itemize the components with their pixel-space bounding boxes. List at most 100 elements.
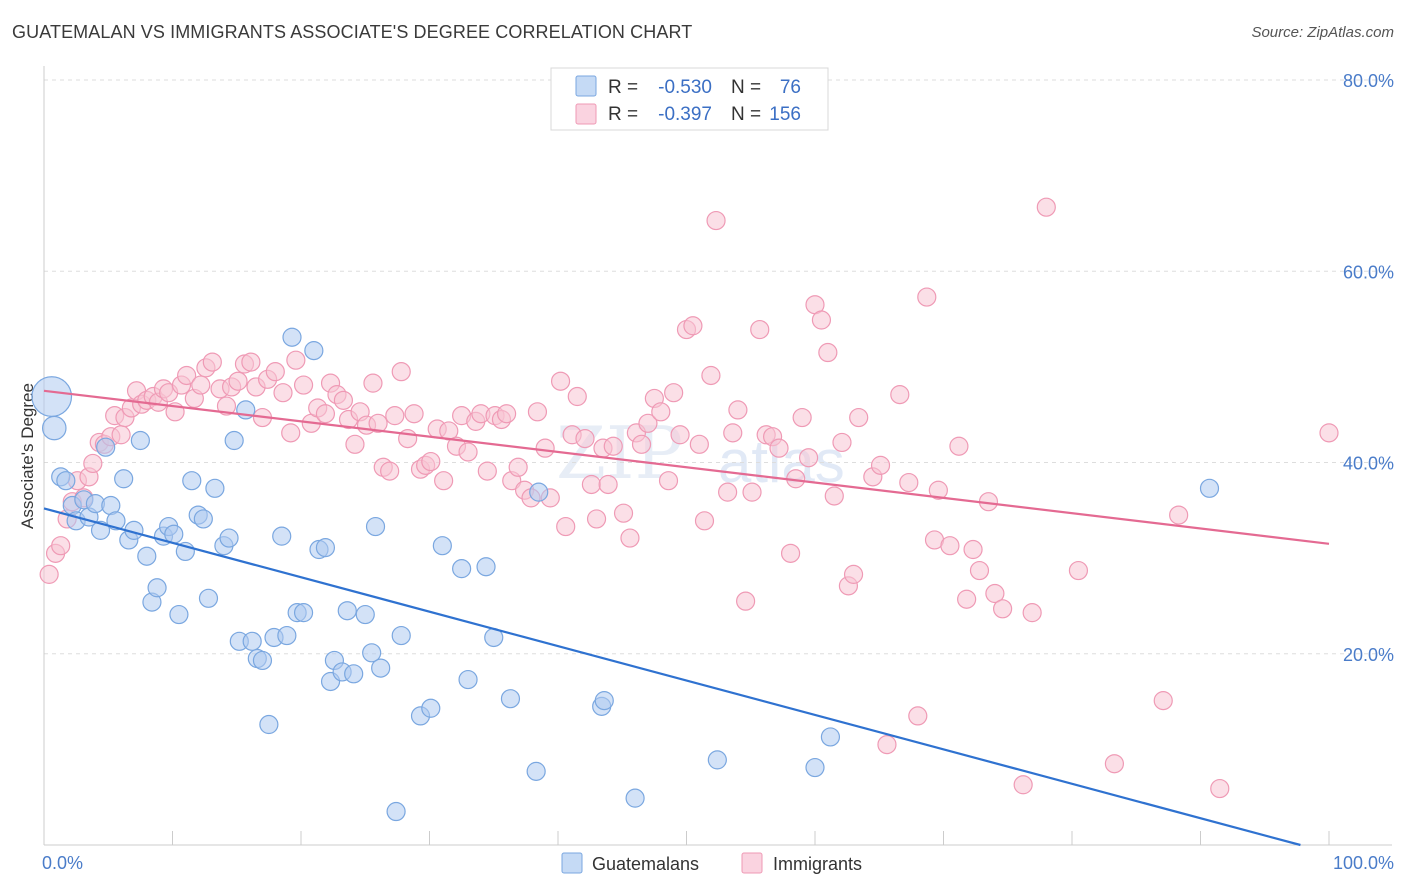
data-point	[870, 455, 891, 475]
data-point	[993, 599, 1013, 619]
data-point	[242, 631, 262, 651]
data-point	[355, 604, 375, 625]
data-point	[805, 757, 825, 778]
data-point	[182, 471, 202, 491]
data-point	[928, 480, 948, 500]
data-point	[337, 601, 357, 621]
data-point	[224, 430, 244, 451]
data-point	[556, 516, 576, 537]
data-point	[664, 383, 684, 403]
data-point	[843, 564, 864, 584]
data-point	[1022, 603, 1042, 623]
data-point	[670, 425, 690, 445]
legend-box	[550, 67, 829, 131]
data-point	[421, 698, 441, 718]
data-point	[832, 432, 852, 453]
data-point	[273, 383, 293, 403]
data-point	[550, 371, 571, 391]
legend-r-label: R =	[608, 104, 638, 125]
data-point	[908, 706, 928, 726]
data-point	[458, 669, 478, 690]
data-point	[31, 376, 73, 417]
data-point	[83, 453, 103, 474]
data-point	[169, 604, 189, 625]
y-axis-title: Associate's Degree	[18, 383, 37, 529]
data-point	[90, 520, 111, 540]
x-ticks	[43, 831, 1330, 845]
data-point	[111, 425, 131, 445]
data-point	[820, 727, 841, 747]
data-point	[385, 406, 405, 426]
data-point	[421, 451, 441, 472]
data-point	[386, 801, 406, 822]
data-point	[603, 436, 623, 456]
data-point	[594, 691, 614, 711]
data-point	[890, 385, 910, 405]
data-point	[811, 310, 832, 330]
data-point	[252, 650, 273, 671]
legend-swatch-guatemalans	[575, 75, 597, 97]
data-point	[1013, 775, 1033, 795]
data-point	[51, 536, 71, 556]
data-point	[625, 788, 645, 808]
data-point	[683, 316, 703, 336]
data-point	[177, 365, 197, 386]
data-point	[957, 589, 977, 609]
data-point	[193, 509, 213, 529]
data-point	[452, 559, 472, 579]
data-point	[701, 365, 721, 386]
data-point	[458, 442, 478, 462]
data-point	[219, 528, 239, 548]
y-tick-label: 80.0%	[1343, 71, 1394, 91]
data-point	[56, 471, 76, 491]
data-point	[1199, 478, 1220, 498]
data-point	[391, 362, 411, 382]
data-point	[526, 761, 546, 781]
legend-swatch-immigrants	[575, 103, 597, 125]
data-point	[949, 436, 969, 456]
data-point	[899, 472, 919, 493]
legend-r-label: R =	[608, 77, 638, 98]
data-point	[345, 434, 365, 454]
x-tick-label-max: 100.0%	[1333, 853, 1394, 873]
data-point	[1153, 691, 1173, 711]
legend-n-value: 76	[780, 77, 801, 98]
guatemalans-points	[31, 327, 1220, 822]
legend-n-value: 156	[769, 104, 801, 125]
data-point	[769, 438, 789, 458]
data-point	[272, 526, 292, 546]
data-point	[304, 341, 324, 361]
data-point	[567, 386, 587, 407]
y-tick-label: 20.0%	[1343, 645, 1394, 665]
data-point	[940, 536, 960, 556]
data-point	[527, 402, 548, 422]
data-point	[293, 375, 314, 395]
data-point	[344, 664, 364, 684]
guatemalans-trend-line	[43, 507, 1301, 847]
data-point	[477, 461, 497, 481]
source-label: Source: ZipAtlas.com	[1251, 24, 1394, 41]
data-point	[147, 578, 167, 598]
data-point	[363, 373, 383, 393]
y-tick-labels: 20.0% 40.0% 60.0% 80.0%	[1343, 71, 1394, 665]
bottom-legend: Guatemalans Immigrants	[561, 852, 862, 874]
legend-r-value: -0.530	[658, 77, 712, 98]
data-point	[631, 434, 652, 454]
data-point	[877, 734, 897, 755]
data-point	[476, 557, 496, 577]
data-point	[315, 538, 336, 558]
data-point	[281, 423, 301, 443]
data-point	[586, 509, 607, 529]
data-point	[41, 415, 67, 441]
data-point	[1319, 423, 1339, 443]
data-point	[106, 511, 126, 531]
data-point	[792, 407, 812, 428]
data-point	[736, 591, 756, 611]
data-point	[824, 486, 844, 506]
data-point	[575, 428, 595, 449]
data-point	[259, 714, 279, 735]
y-tick-label: 40.0%	[1343, 454, 1394, 474]
data-point	[286, 350, 306, 370]
axes	[43, 66, 1392, 846]
data-point	[917, 287, 937, 307]
